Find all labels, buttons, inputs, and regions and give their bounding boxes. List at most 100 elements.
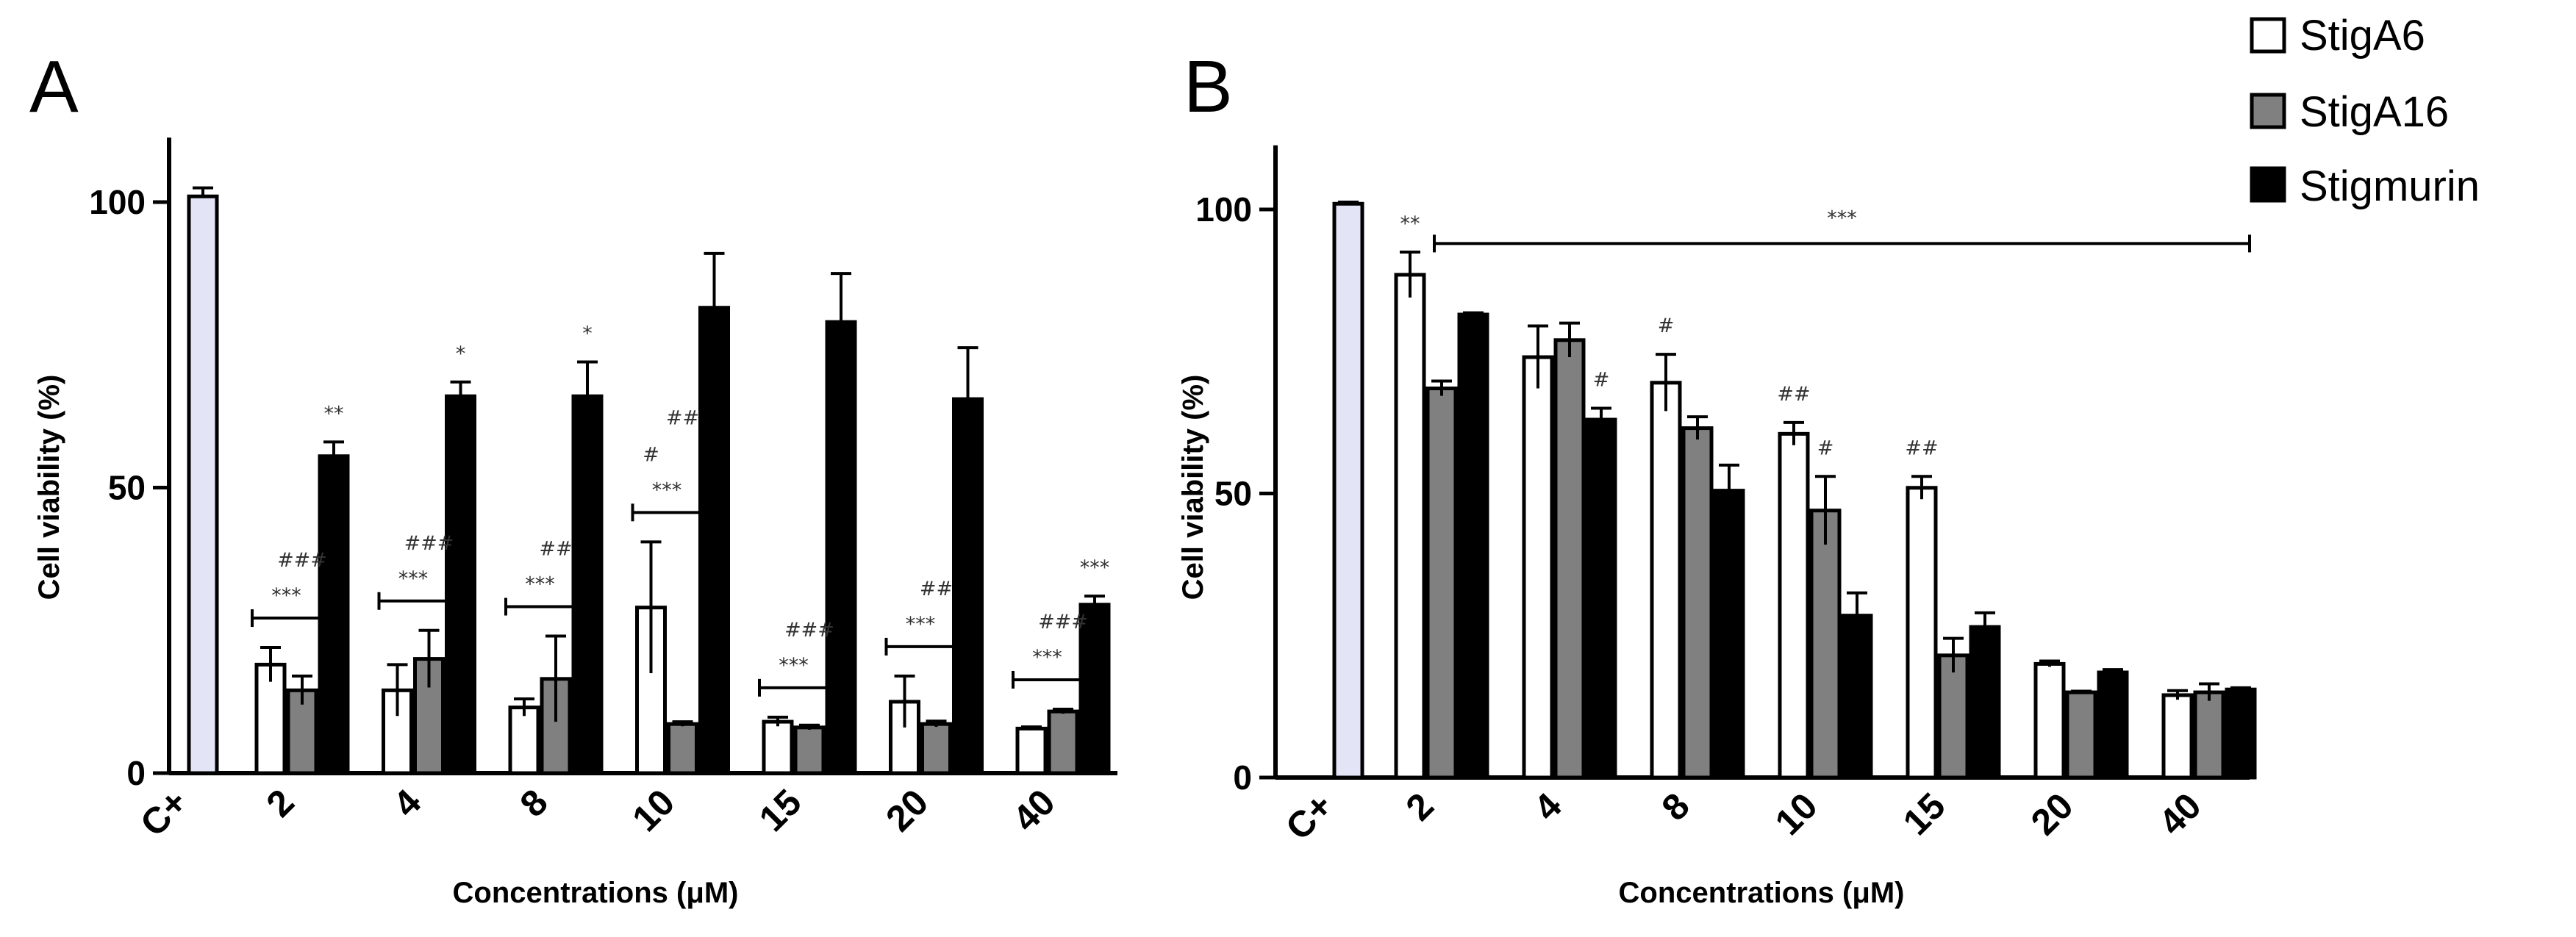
legend-label-staga16: StigA16 <box>2300 88 2449 136</box>
pb-bar-stigmurin-20 <box>2099 672 2127 778</box>
pa-ytick-label-100: 100 <box>89 183 146 221</box>
pb-bar-stiga6-20 <box>2036 664 2064 778</box>
pa-bracket-20-label: *** <box>906 613 936 636</box>
pb-mark-stiga6-8: # <box>1658 315 1675 337</box>
pb-bar-stiga6-10 <box>1780 434 1808 778</box>
pa-mark-stigmurin-2: ** <box>324 402 344 425</box>
pb-bar-stiga16-15 <box>1939 656 1967 778</box>
pa-bar-stiga16-20 <box>923 724 951 773</box>
pb-xtick-label-15: 15 <box>1895 785 1953 843</box>
figure: A B 0 50 100 Concentrations (μM) Cell viabil… <box>0 0 2576 937</box>
pb-span-bracket-label: *** <box>1827 207 1857 229</box>
pa-mark-stigmurin-40: *** <box>1080 556 1110 579</box>
pa-mark-stiga16-4: ### <box>404 532 454 555</box>
pb-bar-stigmurin-40 <box>2227 689 2255 778</box>
pa-xtick-label-40: 40 <box>1005 781 1063 839</box>
pa-xtick-label-20: 20 <box>878 781 936 839</box>
pa-mark-stiga16-10: ## <box>666 406 699 429</box>
pa-bar-stiga16-10 <box>669 724 697 773</box>
pa-mark-stigmurin-8: * <box>582 323 593 345</box>
pb-ytick-label-0: 0 <box>1233 758 1252 797</box>
legend-label-stigmurin: Stigmurin <box>2300 162 2480 210</box>
legend-label-staga6: StigA6 <box>2300 12 2425 60</box>
pb-x-axis-title: Concentrations (μM) <box>1619 877 1905 909</box>
pb-xtick-label-8: 8 <box>1654 785 1697 828</box>
pb-bar-stigmurin-4 <box>1587 420 1615 778</box>
pb-mark-stiga6-2: ** <box>1400 212 1420 235</box>
pb-xtick-label-20: 20 <box>2023 785 2081 843</box>
pb-mark-stigmurin-4: # <box>1593 369 1610 392</box>
pb-bar-control <box>1334 204 1362 778</box>
pa-bar-stiga6-40 <box>1017 728 1045 773</box>
pa-mark-stiga16-20: ## <box>920 578 953 600</box>
pb-bar-stigmurin-15 <box>1971 627 1999 778</box>
pb-bar-stiga16-8 <box>1684 428 1711 778</box>
pa-bar-stiga16-40 <box>1049 711 1077 773</box>
pb-xtick-label-control: C+ <box>1278 785 1341 848</box>
pa-bracket-15-label: *** <box>779 654 809 677</box>
pb-mark-stiga6-15: ## <box>1905 437 1938 459</box>
pa-bar-control <box>189 196 217 773</box>
pa-bar-stigmurin-20 <box>954 399 982 773</box>
pb-xtick-label-4: 4 <box>1526 785 1570 828</box>
pb-bar-stiga16-20 <box>2067 692 2095 778</box>
pa-mark-stiga16-15: ### <box>784 619 834 642</box>
legend-swatch-stigmurin <box>2252 168 2284 201</box>
pa-y-axis-title: Cell viability (%) <box>33 375 65 600</box>
pa-bar-stigmurin-10 <box>701 308 729 773</box>
panel-a-chart: 0 50 100 Concentrations (μM) Cell viability … <box>33 137 1117 909</box>
pa-bar-stiga6-8 <box>510 708 538 773</box>
pb-ytick-label-100: 100 <box>1195 190 1252 229</box>
legend-item-staga6: StigA6 <box>2252 12 2425 60</box>
pb-xtick-label-10: 10 <box>1767 785 1825 843</box>
pb-bar-stiga6-15 <box>1908 488 1936 778</box>
pb-bar-stiga16-2 <box>1428 388 1456 778</box>
pb-bar-stigmurin-2 <box>1459 315 1487 778</box>
legend-item-staga16: StigA16 <box>2252 88 2449 136</box>
pa-bar-stigmurin-15 <box>827 322 855 773</box>
pa-mark-stiga16-2: ### <box>277 549 327 572</box>
legend-swatch-staga6 <box>2252 19 2284 51</box>
pa-ytick-label-50: 50 <box>108 469 146 507</box>
pb-bar-stiga16-40 <box>2195 692 2223 778</box>
panel-a-label: A <box>29 46 79 128</box>
pa-bracket-10-label: *** <box>652 478 682 501</box>
pb-y-axis-title: Cell viability (%) <box>1177 375 1209 600</box>
pb-ytick-label-50: 50 <box>1214 475 1252 513</box>
pb-bar-stiga6-8 <box>1652 383 1680 778</box>
pa-bar-stigmurin-8 <box>573 396 601 773</box>
pa-xtick-label-15: 15 <box>751 781 809 839</box>
pa-xtick-label-2: 2 <box>259 781 302 825</box>
pb-bar-stiga6-4 <box>1524 357 1552 778</box>
pa-bracket-40-label: *** <box>1032 646 1062 669</box>
pa-bar-stiga6-15 <box>764 722 792 773</box>
panel-b-chart: 0 50 100 Concentrations (μM) Cell viability … <box>1177 146 2255 909</box>
pa-bar-stigmurin-4 <box>447 396 475 773</box>
pb-bar-stiga6-40 <box>2164 695 2192 778</box>
pb-bar-stiga6-2 <box>1396 275 1424 778</box>
pb-mark-stiga16-10: # <box>1817 437 1834 459</box>
pb-bar-stigmurin-8 <box>1715 491 1743 778</box>
pb-xtick-label-40: 40 <box>2151 785 2209 843</box>
pa-xtick-label-4: 4 <box>385 781 429 825</box>
legend-swatch-staga16 <box>2252 95 2284 127</box>
pa-mark-stiga6-10: # <box>643 443 659 466</box>
pa-bracket-4-label: *** <box>398 567 429 590</box>
pb-mark-stiga6-10: ## <box>1777 383 1810 406</box>
pa-x-axis-title: Concentrations (μM) <box>453 877 739 909</box>
pa-xtick-label-8: 8 <box>512 781 556 825</box>
legend-item-stigmurin: Stigmurin <box>2252 162 2480 210</box>
pa-mark-stigmurin-4: * <box>456 342 466 365</box>
pb-bar-stiga16-4 <box>1556 340 1584 778</box>
panel-b-label: B <box>1184 46 1233 128</box>
pa-xtick-label-10: 10 <box>624 781 682 839</box>
pb-xtick-label-2: 2 <box>1398 785 1442 828</box>
pa-bar-stigmurin-2 <box>320 456 348 773</box>
pb-bar-stigmurin-10 <box>1843 616 1871 778</box>
pa-bar-stiga16-15 <box>795 728 823 773</box>
pb-bar-stiga16-10 <box>1811 511 1839 778</box>
legend: StigA6 StigA16 Stigmurin <box>2252 12 2480 210</box>
pa-mark-stiga16-8: ## <box>539 538 572 561</box>
pa-bracket-8-label: *** <box>525 573 555 596</box>
pa-bracket-2-label: *** <box>271 584 301 607</box>
